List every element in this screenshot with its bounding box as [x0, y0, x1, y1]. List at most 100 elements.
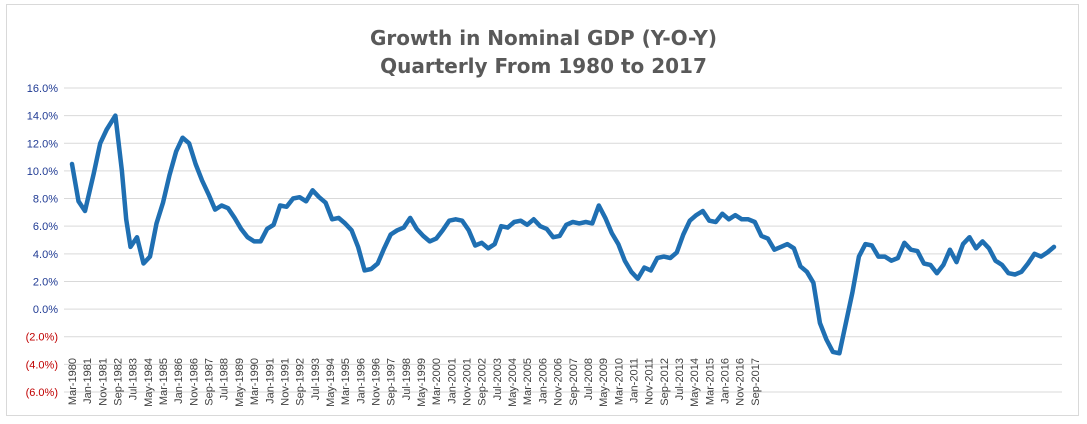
data-point: [786, 243, 789, 245]
data-point: [461, 220, 463, 222]
x-tick-label: Nov-1991: [279, 358, 291, 406]
data-point: [125, 218, 127, 220]
chart-frame: [6, 4, 1079, 416]
chart-subtitle: Quarterly From 1980 to 2017: [380, 54, 707, 78]
y-tick-label: 16.0%: [27, 83, 58, 95]
data-point: [325, 202, 327, 204]
data-point: [676, 251, 678, 253]
data-point: [344, 222, 346, 224]
x-tick-label: Nov-2011: [644, 358, 656, 405]
x-tick-label: Jan-1991: [264, 358, 276, 404]
x-tick-label: May-1984: [143, 358, 155, 407]
data-point: [435, 238, 437, 240]
x-tick-label: Mar-1995: [340, 358, 352, 405]
data-point: [929, 264, 932, 266]
x-tick-label: Jan-2011: [628, 358, 640, 403]
data-point: [533, 218, 535, 220]
data-point: [968, 236, 971, 238]
data-point: [129, 246, 132, 248]
data-point: [474, 244, 476, 247]
data-point: [253, 240, 255, 242]
y-tick-label: 4.0%: [33, 249, 58, 261]
data-point: [754, 221, 756, 223]
x-tick-label: Mar-2010: [613, 358, 625, 405]
data-point: [552, 236, 554, 238]
x-tick-label: Mar-1990: [249, 358, 261, 405]
data-point: [93, 173, 95, 175]
data-point: [114, 115, 116, 117]
y-tick-label: 0.0%: [33, 304, 58, 316]
x-tick-label: Sep-2017: [750, 358, 762, 406]
data-point: [214, 209, 216, 211]
data-point: [689, 220, 691, 222]
data-point: [416, 228, 418, 230]
gridlines: [64, 87, 1062, 393]
data-point: [208, 193, 210, 195]
data-point: [279, 204, 281, 207]
data-point: [799, 265, 802, 267]
x-tick-label: Sep-1982: [113, 358, 125, 406]
x-tick-label: May-2009: [598, 358, 610, 407]
series-group: [69, 113, 1057, 356]
data-point: [221, 204, 223, 207]
data-point: [234, 217, 236, 219]
data-point: [702, 210, 704, 212]
data-point: [864, 243, 867, 245]
data-point: [526, 224, 528, 226]
data-point: [637, 278, 639, 280]
y-tick-label: 12.0%: [27, 138, 58, 150]
data-point: [812, 282, 815, 284]
data-point: [188, 142, 190, 144]
data-point: [949, 249, 951, 251]
data-point: [988, 247, 990, 249]
x-tick-label: Jul-2003: [492, 358, 504, 400]
data-point: [507, 227, 509, 229]
data-point: [77, 200, 80, 202]
data-point: [136, 236, 138, 238]
data-point: [695, 214, 697, 216]
data-point: [585, 221, 587, 223]
data-point: [247, 236, 249, 238]
data-point: [99, 142, 101, 144]
x-tick-label: May-2014: [689, 358, 701, 407]
data-point: [669, 257, 671, 259]
data-point: [240, 228, 242, 230]
x-tick-label: Jul-2008: [583, 358, 595, 400]
data-point: [598, 204, 600, 207]
data-point: [793, 247, 795, 249]
data-point: [1001, 264, 1003, 266]
x-tick-label: Nov-1996: [370, 358, 382, 406]
data-point: [780, 246, 782, 248]
x-tick-label: Jul-1998: [401, 358, 413, 400]
data-point: [292, 197, 294, 200]
data-point: [923, 262, 925, 265]
x-tick-label: May-1989: [234, 358, 246, 407]
x-tick-label: Mar-1985: [158, 358, 170, 405]
data-point: [851, 291, 854, 294]
data-point: [520, 220, 522, 222]
data-point: [936, 272, 938, 274]
y-tick-label: (4.0%): [26, 359, 58, 371]
data-point: [1040, 256, 1042, 258]
data-point: [572, 221, 574, 223]
data-point: [299, 196, 301, 198]
data-point: [975, 247, 977, 249]
data-point: [370, 268, 372, 270]
data-point: [1014, 273, 1016, 276]
x-tick-label: Sep-2002: [477, 358, 489, 406]
data-point: [513, 221, 515, 223]
data-point: [1053, 246, 1055, 248]
data-point: [806, 271, 808, 273]
data-point: [955, 261, 958, 263]
data-point: [767, 238, 769, 240]
data-point: [422, 235, 424, 237]
data-point: [819, 322, 821, 324]
data-point: [286, 206, 288, 208]
y-tick-label: 8.0%: [33, 194, 58, 206]
data-point: [734, 214, 736, 216]
data-point: [656, 257, 658, 259]
x-tick-label: Nov-1986: [188, 358, 200, 406]
x-tick-label: Jul-1993: [310, 358, 322, 400]
data-point: [617, 243, 619, 245]
data-point: [448, 220, 450, 222]
